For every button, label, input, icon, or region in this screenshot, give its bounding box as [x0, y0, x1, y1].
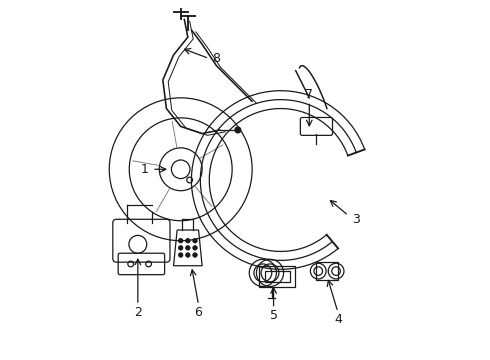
Circle shape	[193, 246, 197, 249]
Circle shape	[193, 239, 197, 243]
Circle shape	[193, 253, 197, 257]
Circle shape	[179, 246, 182, 249]
Text: 8: 8	[213, 52, 220, 65]
Bar	[259, 266, 295, 287]
Circle shape	[179, 239, 182, 243]
Text: 5: 5	[270, 309, 277, 322]
Circle shape	[179, 239, 182, 243]
Circle shape	[193, 239, 197, 243]
Circle shape	[186, 246, 190, 249]
Circle shape	[186, 253, 190, 257]
Bar	[265, 271, 290, 282]
Text: 3: 3	[352, 213, 360, 226]
Circle shape	[193, 253, 197, 257]
Circle shape	[235, 127, 241, 133]
Text: 6: 6	[195, 306, 202, 319]
Circle shape	[179, 253, 182, 257]
Text: 7: 7	[305, 88, 313, 101]
Bar	[317, 262, 338, 280]
Circle shape	[179, 253, 182, 257]
Circle shape	[186, 253, 190, 257]
Circle shape	[186, 246, 190, 249]
Circle shape	[186, 239, 190, 243]
Circle shape	[193, 246, 197, 249]
Text: 2: 2	[134, 306, 142, 319]
Circle shape	[186, 239, 190, 243]
Text: 4: 4	[334, 313, 342, 326]
Text: 1: 1	[141, 163, 149, 176]
Circle shape	[179, 246, 182, 249]
